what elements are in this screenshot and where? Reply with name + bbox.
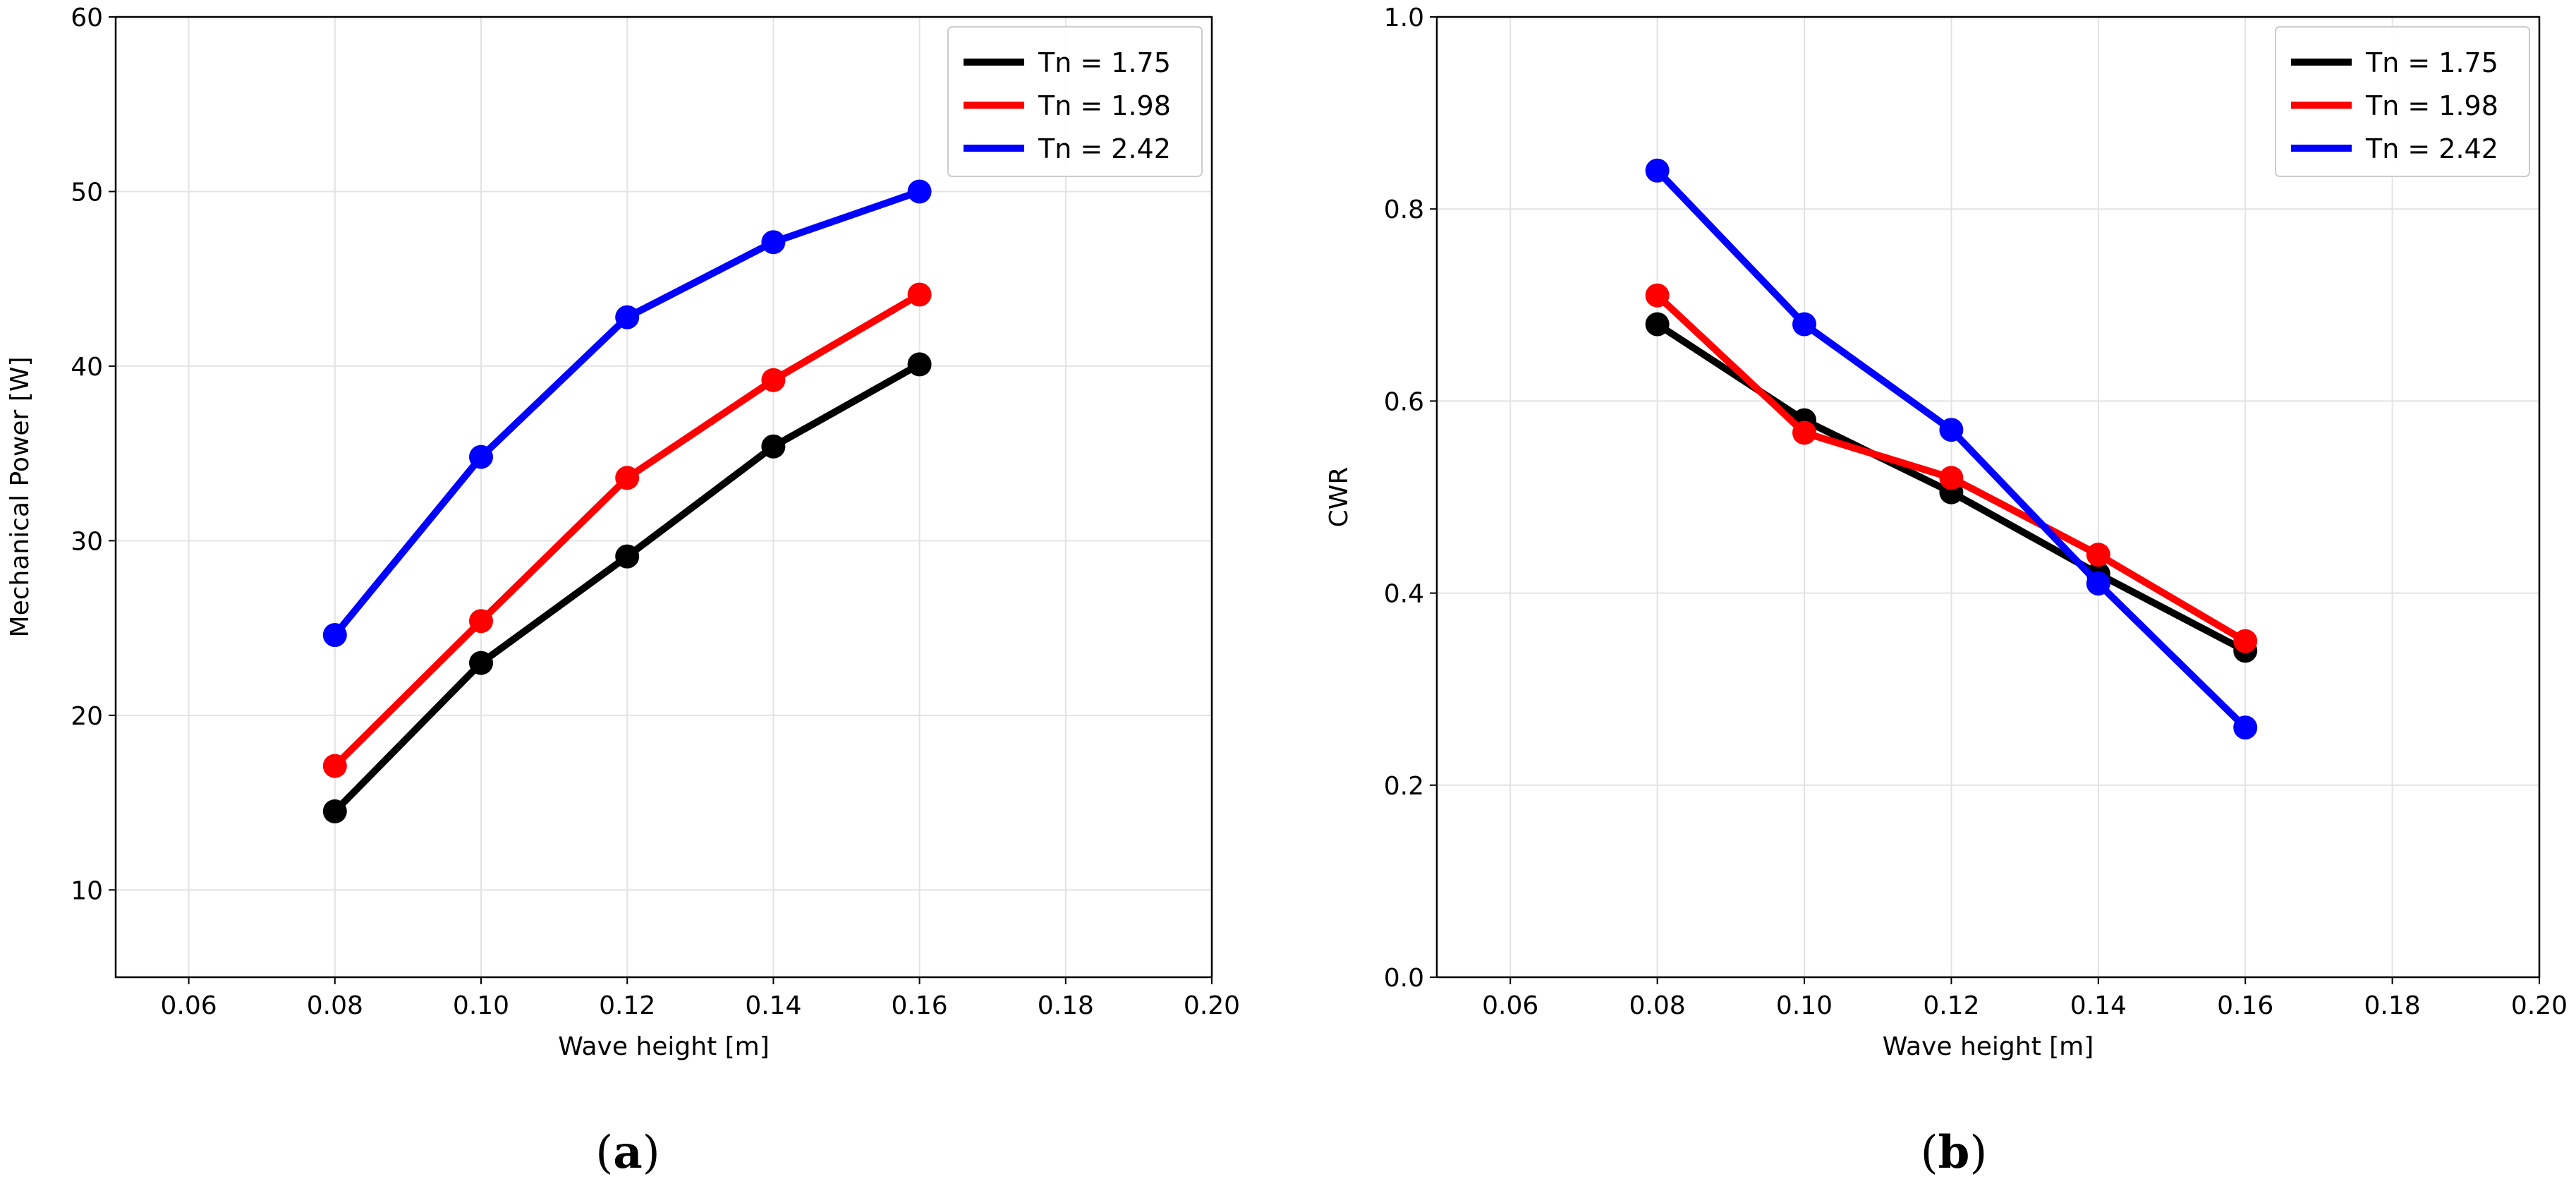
x-tick-label: 0.14 bbox=[745, 991, 801, 1020]
data-point bbox=[761, 368, 786, 392]
y-tick-label: 30 bbox=[71, 527, 103, 556]
x-tick-label: 0.14 bbox=[2070, 991, 2127, 1020]
x-tick-label: 0.20 bbox=[2511, 991, 2568, 1020]
data-point bbox=[1645, 158, 1670, 183]
data-point bbox=[322, 799, 347, 823]
panel-caption: (b) bbox=[1921, 1126, 1988, 1179]
y-tick-label: 0.8 bbox=[1384, 195, 1424, 224]
caption-letter: a bbox=[613, 1126, 642, 1179]
data-point bbox=[1792, 312, 1816, 337]
legend-label: Tn = 2.42 bbox=[1038, 133, 1171, 164]
legend-label: Tn = 1.75 bbox=[2365, 47, 2498, 78]
data-point bbox=[1939, 418, 1964, 442]
caption-close-paren: ) bbox=[643, 1127, 660, 1179]
y-tick-label: 0.0 bbox=[1384, 964, 1424, 993]
data-point bbox=[907, 352, 932, 377]
data-point bbox=[469, 651, 493, 675]
y-tick-label: 1.0 bbox=[1384, 4, 1424, 32]
y-tick-label: 0.4 bbox=[1384, 580, 1424, 609]
x-tick-label: 0.12 bbox=[599, 991, 655, 1020]
x-tick-label: 0.12 bbox=[1923, 991, 1979, 1020]
y-tick-label: 40 bbox=[71, 353, 103, 382]
y-tick-label: 60 bbox=[71, 4, 103, 32]
x-tick-label: 0.18 bbox=[1038, 991, 1094, 1020]
caption-open-paren: ( bbox=[1921, 1127, 1938, 1179]
x-tick-label: 0.10 bbox=[1776, 991, 1833, 1020]
legend-label: Tn = 1.75 bbox=[1038, 47, 1171, 78]
x-axis-label: Wave height [m] bbox=[1883, 1032, 2094, 1061]
data-point bbox=[907, 282, 932, 307]
data-point bbox=[1645, 312, 1670, 337]
panel-caption: (a) bbox=[595, 1126, 660, 1179]
data-point bbox=[1645, 283, 1670, 308]
plot-frame bbox=[114, 16, 1213, 979]
x-tick-label: 0.16 bbox=[892, 991, 948, 1020]
caption-letter: b bbox=[1938, 1126, 1970, 1179]
data-point bbox=[1792, 421, 1816, 445]
y-tick-label: 50 bbox=[71, 178, 103, 207]
data-point bbox=[761, 434, 786, 459]
data-point bbox=[322, 622, 347, 647]
y-tick-label: 0.6 bbox=[1384, 387, 1424, 416]
panel-b: 0.06 0.08 0.10 0.12 0.14 0.16 0.18 0.20 0.0 0.2 0.… bbox=[1325, 4, 2568, 1179]
panel-a: 0.06 0.08 0.10 0.12 0.14 0.16 0.18 0.20 10 20 30 40… bbox=[6, 4, 1240, 1179]
data-point bbox=[2086, 543, 2110, 567]
caption-close-paren: ) bbox=[1969, 1127, 1987, 1179]
x-tick-label: 0.16 bbox=[2217, 991, 2273, 1020]
data-point bbox=[761, 230, 786, 255]
x-tick-label: 0.20 bbox=[1184, 991, 1240, 1020]
caption-open-paren: ( bbox=[595, 1127, 613, 1179]
legend-label: Tn = 1.98 bbox=[1038, 90, 1171, 121]
x-tick-label: 0.06 bbox=[1482, 991, 1538, 1020]
x-tick-label: 0.08 bbox=[307, 991, 363, 1020]
x-tick-label: 0.18 bbox=[2364, 991, 2421, 1020]
x-axis-label: Wave height [m] bbox=[558, 1032, 770, 1061]
y-axis-label: Mechanical Power [W] bbox=[6, 357, 35, 638]
data-point bbox=[469, 609, 493, 634]
y-tick-label: 0.2 bbox=[1384, 772, 1424, 801]
data-point bbox=[1939, 466, 1964, 490]
legend-label: Tn = 1.98 bbox=[2365, 90, 2498, 121]
data-point bbox=[2086, 571, 2110, 596]
y-tick-label: 20 bbox=[71, 702, 103, 731]
data-point bbox=[2233, 715, 2258, 740]
data-point bbox=[2233, 629, 2258, 653]
data-point bbox=[322, 754, 347, 778]
x-tick-label: 0.10 bbox=[453, 991, 509, 1020]
data-point bbox=[615, 544, 640, 569]
y-axis-label: CWR bbox=[1325, 467, 1354, 528]
data-point bbox=[615, 466, 640, 490]
data-point bbox=[907, 179, 932, 204]
x-tick-label: 0.06 bbox=[161, 991, 217, 1020]
y-tick-label: 10 bbox=[71, 876, 103, 905]
legend-label: Tn = 2.42 bbox=[2365, 133, 2498, 164]
x-tick-label: 0.08 bbox=[1629, 991, 1686, 1020]
data-point bbox=[469, 445, 493, 469]
plot-frame bbox=[1435, 16, 2541, 979]
data-point bbox=[615, 305, 640, 330]
